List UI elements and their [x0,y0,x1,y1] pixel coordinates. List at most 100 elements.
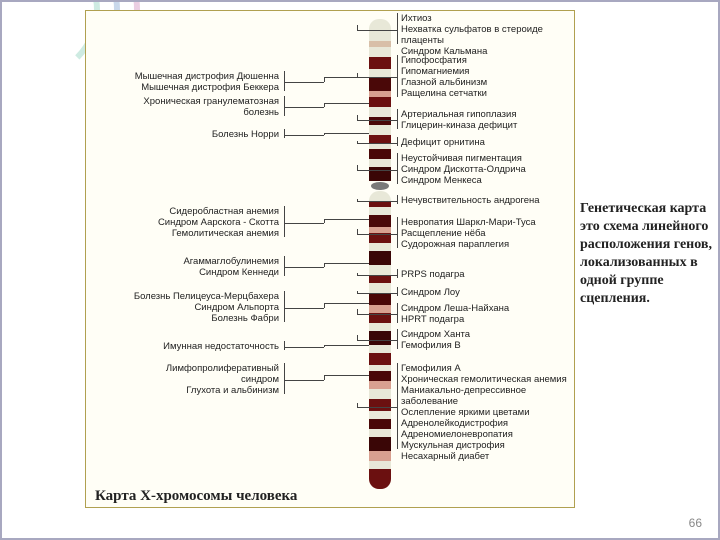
connector [357,199,358,201]
connector [284,82,324,83]
connector [324,133,369,134]
chromosome-band [369,305,391,313]
chromosome-band [369,331,391,345]
connector [357,201,397,202]
gene-label: Имунная недостаточность [89,341,279,352]
chromosome-band [369,353,391,365]
gene-label: Сидеробластная анемияСиндром Аарскога - … [89,206,279,239]
connector [284,308,324,309]
chromosome-band [369,159,391,167]
chromosome-band [369,107,391,117]
page-number: 66 [689,516,702,530]
connector [324,303,369,304]
gene-label: ЛимфопролиферативныйсиндромГлухота и аль… [89,363,279,396]
chromosome-band [369,293,391,305]
connector [357,170,397,171]
connector [397,287,398,296]
chromosome-band [369,469,391,489]
connector [284,380,324,381]
connector [357,340,397,341]
definition-text: Генетическая карта это схема линейного р… [580,200,715,308]
connector [284,223,324,224]
chromosome-band [369,411,391,419]
gene-label: Артериальная гипоплазияГлицерин-киназа д… [401,109,576,131]
chromosome-band [369,461,391,469]
connector [357,229,358,234]
connector [357,291,358,293]
connector [357,309,358,314]
connector [357,234,397,235]
chromosome-band [369,207,391,215]
connector [397,269,398,278]
chromosome-band [369,323,391,331]
connector [357,273,358,275]
gene-label: Мышечная дистрофия ДюшеннаМышечная дистр… [89,71,279,93]
connector [357,275,397,276]
gene-label: Синдром Лоу [401,287,576,298]
connector [357,403,358,407]
chromosome-band [369,265,391,275]
chromosome-ideogram [369,19,391,489]
connector [284,206,285,237]
connector [357,77,397,78]
connector [284,347,324,348]
connector [397,363,398,449]
connector [284,107,324,108]
connector [284,267,324,268]
connector [284,341,285,350]
chromosome-band [369,371,391,381]
connector [397,195,398,204]
connector [397,217,398,248]
diagram-title: Карта X-хромосомы человека [95,488,297,505]
chromosome-band [369,381,391,389]
connector [357,407,397,408]
connector [357,73,358,77]
connector [357,335,358,340]
gene-label: АгаммаглобулинемияСиндром Кеннеди [89,256,279,278]
chromosome-band [369,69,391,77]
chromosome-band [369,191,391,201]
connector [357,293,397,294]
connector [397,13,398,44]
connector [357,115,358,120]
connector [357,25,358,30]
connector [324,219,369,220]
chromosome-band [369,233,391,243]
gene-label: Гемофилия AХроническая гемолитическая ан… [401,363,576,462]
gene-label: ИхтиозНехватка сульфатов в стероиде плац… [401,13,576,57]
chromosome-band [369,451,391,461]
connector [357,165,358,170]
chromosome-band [369,429,391,437]
chromosome-band [369,345,391,353]
chromosome-band [369,419,391,429]
connector [284,363,285,394]
gene-label: Синдром ХантаГемофилия B [401,329,576,351]
chromosome-band [369,125,391,135]
connector [324,375,369,376]
connector [357,143,397,144]
connector [357,30,397,31]
chromosome-band [369,77,391,91]
gene-label: Болезнь Пелицеуса-МерцбахераСиндром Альп… [89,291,279,324]
connector [397,109,398,129]
connector [324,345,369,346]
connector [324,103,369,104]
connector [284,291,285,322]
gene-label: ГипофосфатияГипомагниемияГлазной альбини… [401,55,576,99]
chromosome-band [369,275,391,283]
connector [357,141,358,143]
chromosome-band [369,243,391,251]
connector [397,153,398,184]
gene-label: Синдром Леша-НайханаHPRT подагра [401,303,576,325]
chromosome-band [369,283,391,293]
gene-label: Нечувствительность андрогена [401,195,576,206]
connector [397,303,398,323]
chromosome-band [369,149,391,159]
connector [284,129,285,138]
gene-label: Хроническая гранулематознаяболезнь [89,96,279,118]
connector [284,96,285,116]
gene-label: Дефицит орнитина [401,137,576,148]
chromosome-band [369,57,391,69]
chromosome-band [369,47,391,57]
diagram-panel: Мышечная дистрофия ДюшеннаМышечная дистр… [85,10,575,508]
